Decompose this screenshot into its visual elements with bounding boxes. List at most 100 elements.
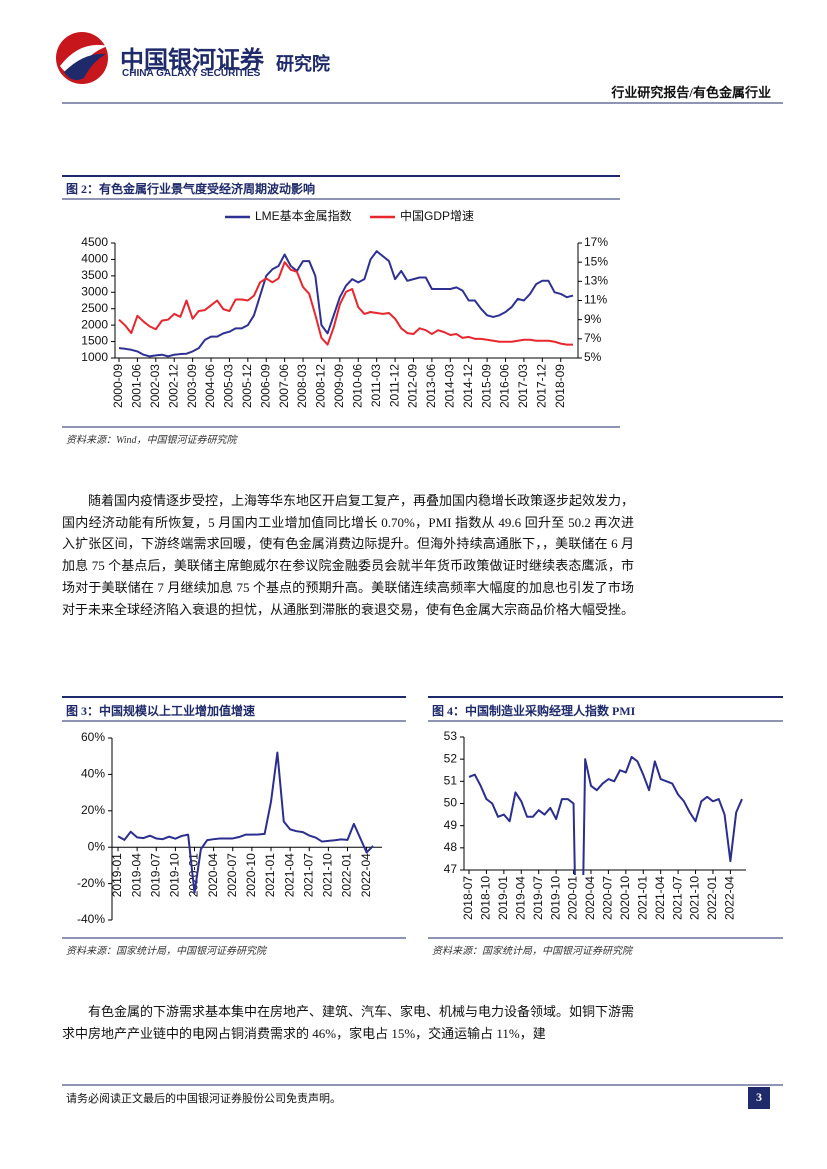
x-tick-label: 2022-01 — [705, 876, 719, 920]
y-tick-label: 50 — [444, 796, 458, 810]
x-tick-label: 2019-10 — [168, 853, 182, 897]
logo — [56, 32, 108, 84]
y-tick-label: 51 — [444, 774, 458, 788]
x-tick-label: 2022-04 — [359, 853, 373, 897]
x-tick-label: 2019-04 — [513, 876, 527, 920]
x-tick-label: 2014-12 — [461, 364, 475, 408]
x-tick-label: 2021-07 — [670, 876, 684, 920]
page-number: 3 — [756, 1090, 762, 1104]
figure-source: 资料来源：Wind，中国银河证券研究院 — [66, 435, 237, 446]
x-tick-label: 2011-12 — [387, 364, 401, 407]
x-tick-label: 2021-01 — [263, 853, 277, 897]
figure-title: 图 3：中国规模以上工业增加值增速 — [66, 704, 256, 718]
x-tick-label: 2018-07 — [461, 876, 475, 920]
y2-tick-label: 13% — [584, 274, 608, 288]
x-tick-label: 2012-09 — [406, 364, 420, 408]
x-tick-label: 2021-07 — [301, 853, 315, 897]
chart: -40% -20% 0% 20% 40% 60% 2019-01 2019-04 2019-07… — [77, 730, 382, 926]
x-tick-label: 2017-03 — [516, 364, 530, 408]
x-tick-label: 2009-09 — [332, 364, 346, 408]
y-tick-label: 2000 — [81, 317, 108, 331]
x-tick-label: 2013-06 — [424, 364, 438, 408]
y-tick-label: 1500 — [81, 334, 108, 348]
legend-label: LME基本金属指数 — [255, 208, 352, 223]
data-line — [118, 261, 573, 346]
x-tick-label: 2000-09 — [111, 364, 125, 408]
x-tick-label: 2020-07 — [601, 876, 615, 920]
figure-title: 图 2：有色金属行业景气度受经济周期波动影响 — [66, 182, 316, 196]
x-tick-label: 2005-12 — [240, 364, 254, 408]
y-tick-label: 48 — [444, 840, 458, 854]
x-tick-label: 2020-01 — [566, 876, 580, 920]
x-tick-label: 2020-01 — [187, 853, 201, 897]
x-tick-label: 2001-06 — [130, 364, 144, 408]
x-tick-label: 2019-01 — [496, 876, 510, 920]
y-tick-label: 40% — [81, 767, 105, 781]
x-tick-label: 2020-04 — [583, 876, 597, 920]
data-line — [468, 755, 743, 875]
x-tick-label: 2016-06 — [498, 364, 512, 408]
y-tick-label: 20% — [81, 803, 105, 817]
x-tick-label: 2008-03 — [295, 364, 309, 408]
x-tick-label: 2019-10 — [548, 876, 562, 920]
x-tick-label: 2008-12 — [314, 364, 328, 408]
x-tick-label: 2019-07 — [531, 876, 545, 920]
data-line — [117, 751, 374, 894]
y2-tick-label: 7% — [584, 331, 602, 345]
y-tick-label: 0% — [88, 839, 106, 853]
x-tick-label: 2019-07 — [148, 853, 162, 897]
figure-source: 资料来源：国家统计局，中国银河证券研究院 — [432, 946, 632, 957]
paragraph: 随着国内疫情逐步受控，上海等华东地区开启复工复产，再叠加国内稳增长政策逐步起效发… — [62, 493, 635, 617]
x-tick-label: 2017-12 — [534, 364, 548, 408]
y-tick-label: -40% — [77, 912, 105, 926]
y2-tick-label: 15% — [584, 254, 608, 268]
y-tick-label: 1000 — [81, 350, 108, 364]
x-tick-label: 2002-12 — [166, 364, 180, 408]
y-tick-label: 53 — [444, 729, 458, 743]
disclaimer: 请务必阅读正文最后的中国银河证券股份公司免责声明。 — [66, 1093, 341, 1105]
x-tick-label: 2014-03 — [442, 364, 456, 408]
brand: 中国银河证券 — [120, 47, 264, 74]
x-tick-label: 2020-10 — [244, 853, 258, 897]
y-tick-label: 4500 — [81, 235, 108, 249]
y-tick-label: 49 — [444, 818, 458, 832]
x-tick-label: 2022-04 — [723, 876, 737, 920]
x-tick-label: 2011-03 — [369, 364, 383, 407]
brand-en: CHINA GALAXY SECURITIES — [122, 68, 261, 79]
x-tick-label: 2019-01 — [110, 853, 124, 897]
x-tick-label: 2020-07 — [225, 853, 239, 897]
y2-tick-label: 17% — [584, 235, 608, 249]
data-line — [118, 250, 574, 358]
x-tick-label: 2021-10 — [321, 853, 335, 897]
report-type: 行业研究报告/有色金属行业 — [611, 85, 771, 100]
x-tick-label: 2010-06 — [350, 364, 364, 408]
x-tick-label: 2021-04 — [653, 876, 667, 920]
x-tick-label: 2022-01 — [340, 853, 354, 897]
x-tick-label: 2007-06 — [277, 364, 291, 408]
figure-title: 图 4：中国制造业采购经理人指数 PMI — [432, 704, 636, 718]
x-tick-label: 2021-10 — [688, 876, 702, 920]
x-tick-label: 2018-10 — [479, 876, 493, 920]
paragraph: 有色金属的下游需求基本集中在房地产、建筑、汽车、家电、机械与电力设备领域。如铜下… — [62, 1004, 635, 1041]
legend-label: 中国GDP增速 — [400, 208, 474, 223]
institute: 研究院 — [276, 54, 330, 74]
page-number-box — [748, 1087, 770, 1109]
x-tick-label: 2020-04 — [206, 853, 220, 897]
x-tick-label: 2015-09 — [479, 364, 493, 408]
x-tick-label: 2004-06 — [203, 364, 217, 408]
x-tick-label: 2019-04 — [129, 853, 143, 897]
y2-tick-label: 5% — [584, 350, 602, 364]
chart: 1000 1500 2000 2500 3000 3500 4000 4500 5% 7% 9% 11… — [81, 208, 608, 408]
x-tick-label: 2003-09 — [185, 364, 199, 408]
x-tick-label: 2006-09 — [258, 364, 272, 408]
x-tick-label: 2002-03 — [148, 364, 162, 408]
y2-tick-label: 9% — [584, 312, 602, 326]
y2-tick-label: 11% — [584, 293, 607, 307]
x-tick-label: 2018-09 — [553, 364, 567, 408]
x-tick-label: 2021-04 — [282, 853, 296, 897]
x-tick-label: 2021-01 — [635, 876, 649, 920]
x-tick-label: 2005-03 — [222, 364, 236, 408]
y-tick-label: 3500 — [81, 268, 108, 282]
